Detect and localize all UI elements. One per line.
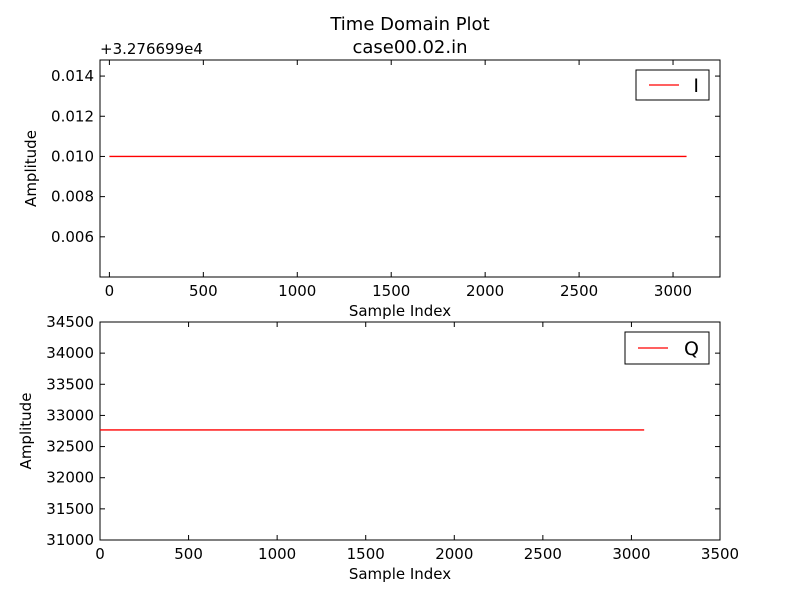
x-tick-label: 2000: [466, 282, 504, 300]
y-tick-label: 0.014: [51, 67, 94, 85]
y-tick-label: 33500: [46, 375, 94, 393]
y-tick-label: 0.008: [51, 188, 94, 206]
y-tick-label: 0.006: [51, 228, 94, 246]
x-tick-label: 3000: [654, 282, 692, 300]
y-tick-label: 34500: [46, 313, 94, 331]
x-tick-label: 0: [105, 282, 115, 300]
x-tick-label: 3500: [701, 545, 739, 563]
subplot-i: 0 500 1000 1500 2000 2500 3000 0.006 0.008 0.010 0…: [22, 40, 721, 320]
x-tick-label: 1500: [372, 282, 410, 300]
y-tick-label: 0.012: [51, 107, 94, 125]
figure-subtitle: case00.02.in: [352, 37, 467, 58]
x-tick-label: 3000: [612, 545, 650, 563]
y-axis-label: Amplitude: [17, 393, 35, 470]
y-tick-label: 31500: [46, 500, 94, 518]
legend-label: Q: [684, 338, 699, 360]
y-tick-label: 33000: [46, 406, 94, 424]
x-tick-label: 1000: [278, 282, 316, 300]
legend-label: I: [693, 75, 699, 97]
x-tick-label: 1500: [347, 545, 385, 563]
axes-frame: [99, 59, 721, 278]
subplot-q: 0 500 1000 1500 2000 2500 3000 3500 31000 31500 32…: [17, 313, 739, 583]
y-tick-label: 32000: [46, 469, 94, 487]
axes-frame: [99, 321, 721, 541]
y-offset-text: +3.276699e4: [100, 40, 203, 58]
x-axis-label: Sample Index: [349, 565, 451, 583]
x-tick-label: 500: [174, 545, 203, 563]
x-tick-label: 500: [189, 282, 218, 300]
y-tick-label: 32500: [46, 438, 94, 456]
x-tick-label: 2500: [560, 282, 598, 300]
x-tick-label: 2000: [435, 545, 473, 563]
x-tick-label: 1000: [258, 545, 296, 563]
y-tick-label: 0.010: [51, 147, 94, 165]
x-axis-label: Sample Index: [349, 302, 451, 320]
figure-title: Time Domain Plot: [329, 14, 489, 35]
y-axis-label: Amplitude: [22, 130, 40, 207]
x-tick-label: 0: [95, 545, 105, 563]
y-tick-label: 34000: [46, 344, 94, 362]
y-tick-label: 31000: [46, 531, 94, 549]
x-tick-label: 2500: [524, 545, 562, 563]
